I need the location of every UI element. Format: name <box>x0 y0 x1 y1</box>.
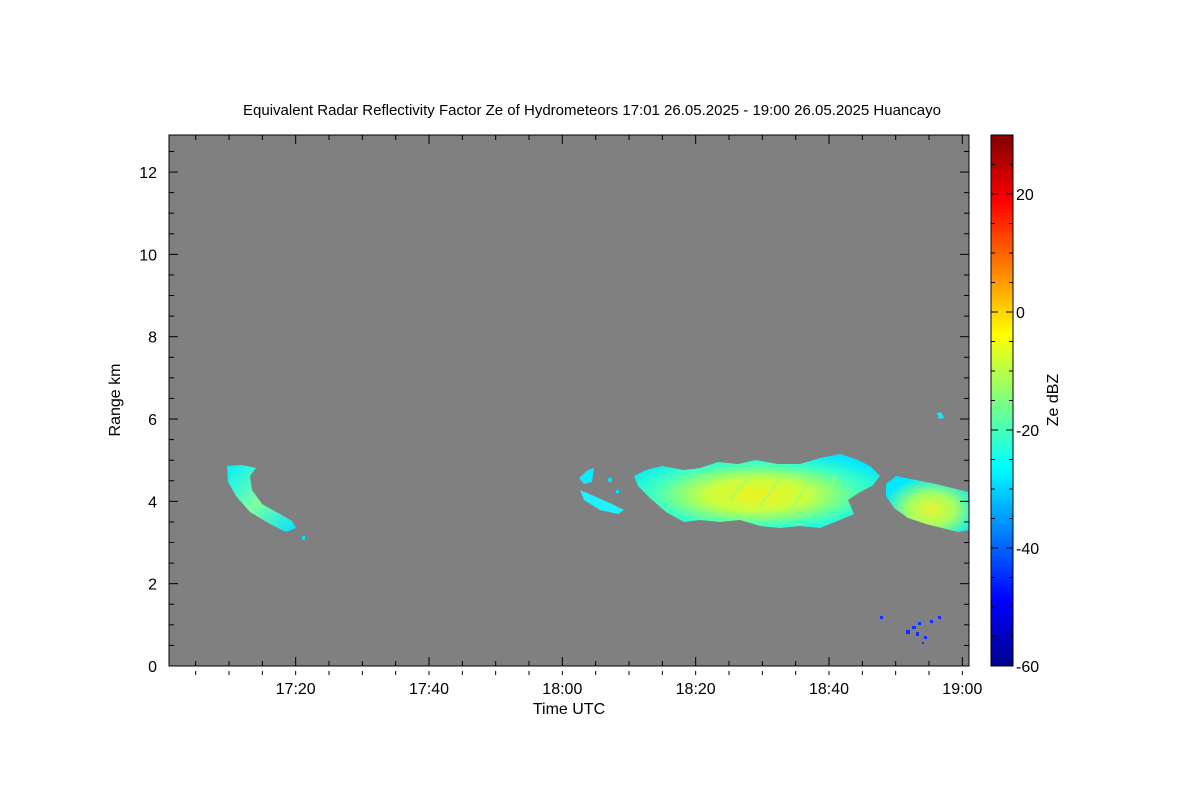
y-tick-label: 8 <box>148 330 157 347</box>
y-tick-label: 2 <box>148 577 157 594</box>
echo-main-layer <box>634 454 880 528</box>
colorbar-tick-label: 0 <box>1016 305 1025 322</box>
x-tick-label: 17:40 <box>409 681 449 698</box>
echo-dot <box>616 490 619 493</box>
colorbar-axis: -60 -40 -20 0 20 <box>991 134 1039 676</box>
plot-area <box>169 135 969 666</box>
x-tick-label: 18:00 <box>542 681 582 698</box>
clutter-points <box>880 616 941 644</box>
x-axis: 17:20 17:40 18:00 18:20 18:40 19:00 <box>195 135 982 698</box>
echo-texture <box>699 473 838 511</box>
y-tick-label: 0 <box>148 659 157 676</box>
echo-patch-2 <box>580 490 624 514</box>
plot-frame <box>168 134 970 667</box>
x-axis-label: Time UTC <box>533 701 605 718</box>
echo-layer <box>227 412 969 644</box>
echo-streak-1 <box>227 465 296 532</box>
x-tick-label: 17:20 <box>276 681 316 698</box>
echo-dot <box>608 478 612 482</box>
y-tick-label: 12 <box>139 165 157 182</box>
colorbar-tick-label: -20 <box>1016 423 1039 440</box>
echo-dot <box>302 536 305 540</box>
colorbar-label: Ze dBZ <box>1045 374 1062 427</box>
chart-title: Equivalent Radar Reflectivity Factor Ze … <box>243 102 941 119</box>
colorbar-tick-label: 20 <box>1016 187 1034 204</box>
y-axis-label: Range km <box>107 364 124 437</box>
x-tick-label: 18:40 <box>809 681 849 698</box>
colorbar-tick-label: -60 <box>1016 659 1039 676</box>
y-tick-label: 6 <box>148 412 157 429</box>
echo-patch-1 <box>579 468 594 484</box>
y-tick-label: 4 <box>148 494 157 511</box>
x-tick-label: 19:00 <box>942 681 982 698</box>
y-tick-label: 10 <box>139 247 157 264</box>
echo-right-layer <box>886 476 969 532</box>
x-tick-label: 18:20 <box>676 681 716 698</box>
echo-isolated <box>937 412 944 419</box>
colorbar-tick-label: -40 <box>1016 541 1039 558</box>
y-axis: 0 2 4 6 8 10 12 <box>139 150 969 676</box>
